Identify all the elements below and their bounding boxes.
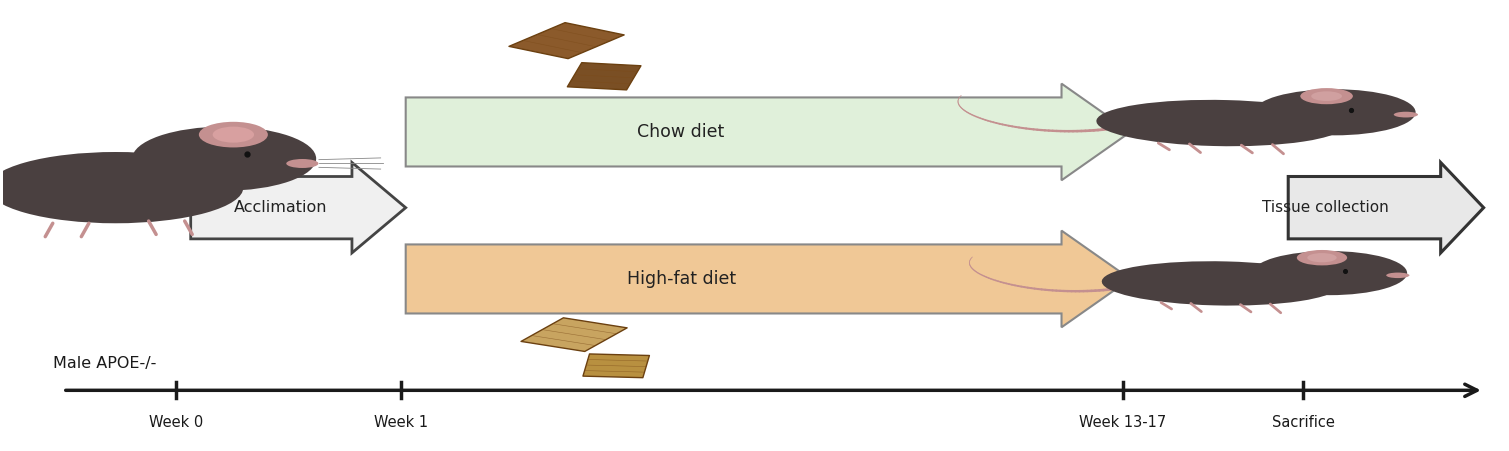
Polygon shape — [567, 63, 641, 90]
Ellipse shape — [1252, 251, 1406, 295]
Polygon shape — [521, 318, 628, 351]
Text: Tissue collection: Tissue collection — [1262, 200, 1388, 215]
Text: Week 1: Week 1 — [374, 415, 429, 430]
Ellipse shape — [287, 159, 318, 168]
Text: Male APOE-/-: Male APOE-/- — [53, 356, 157, 371]
Text: Acclimation: Acclimation — [234, 200, 327, 215]
Ellipse shape — [213, 127, 254, 143]
Ellipse shape — [1254, 89, 1415, 135]
Ellipse shape — [1097, 100, 1345, 146]
Polygon shape — [509, 23, 625, 59]
Text: Chow diet: Chow diet — [637, 123, 724, 141]
Ellipse shape — [133, 127, 317, 191]
Polygon shape — [406, 230, 1130, 327]
Polygon shape — [190, 162, 406, 253]
Polygon shape — [582, 354, 649, 377]
Polygon shape — [406, 83, 1130, 180]
Ellipse shape — [0, 152, 243, 223]
Ellipse shape — [1301, 88, 1354, 104]
Ellipse shape — [1296, 250, 1348, 265]
Polygon shape — [1289, 162, 1483, 253]
Ellipse shape — [1102, 261, 1340, 306]
Ellipse shape — [1311, 91, 1342, 101]
Ellipse shape — [1387, 272, 1409, 278]
Text: Week 13-17: Week 13-17 — [1079, 415, 1166, 430]
Text: High-fat diet: High-fat diet — [626, 270, 735, 288]
Ellipse shape — [1307, 253, 1337, 262]
Text: Sacrifice: Sacrifice — [1272, 415, 1334, 430]
Ellipse shape — [199, 122, 269, 147]
Text: Week 0: Week 0 — [148, 415, 202, 430]
Ellipse shape — [1394, 112, 1418, 117]
